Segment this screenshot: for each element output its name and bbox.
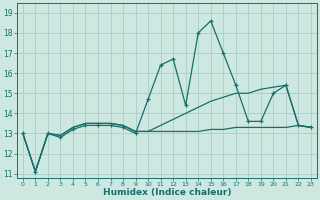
X-axis label: Humidex (Indice chaleur): Humidex (Indice chaleur) bbox=[103, 188, 231, 197]
